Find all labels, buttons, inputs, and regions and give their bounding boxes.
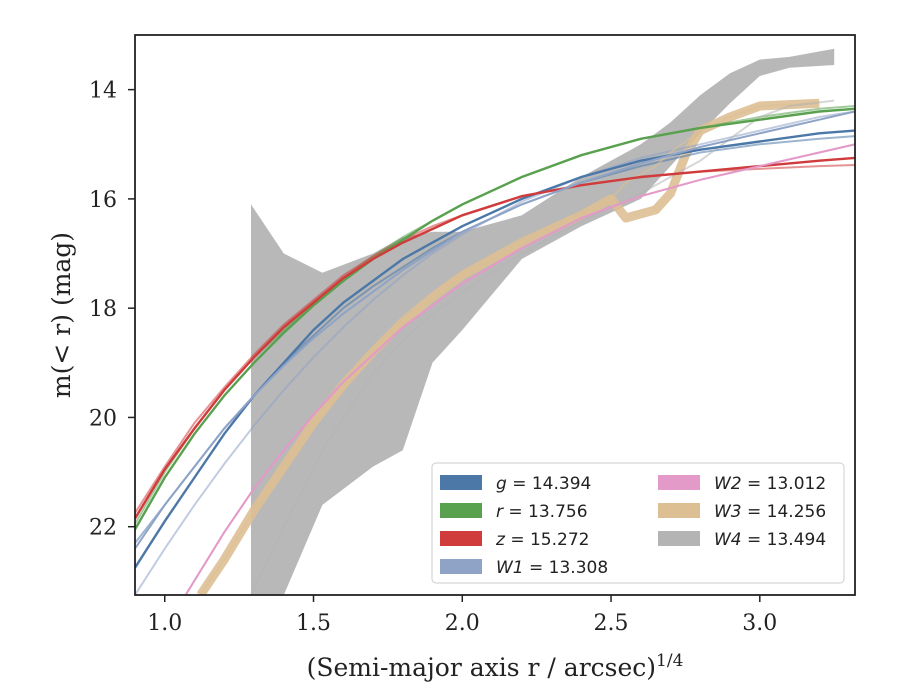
series-line-w2 [184,143,855,595]
legend-swatch-r [440,503,482,518]
legend-frame [431,462,845,584]
ticks-layer: 1.0 1.5 2.0 2.5 3.0 14 16 18 20 22 [89,79,777,636]
x-tick-label: 2.0 [445,611,480,636]
legend-label-z: z = 15.272 [495,530,589,550]
series-model-w4 [250,99,835,595]
x-tick-label: 2.5 [594,611,629,636]
series-line-z [135,156,855,520]
x-tick-label: 3.0 [742,611,777,636]
legend-label-r: r = 13.756 [496,502,588,522]
series-line-g [135,129,855,569]
x-axis-label-main: (Semi-major axis r / arcsec) [307,653,656,682]
y-tick-label: 18 [89,297,117,322]
series-model-w1 [135,110,855,595]
legend-label-w1: W1 = 13.308 [496,558,608,578]
legend-swatch-w2 [658,475,700,490]
x-axis-label-power: 1/4 [656,651,683,671]
legend: g = 14.394 r = 13.756 z = 15.272 W1 = 13.30… [431,462,845,584]
data-layer [135,48,855,595]
x-tick-label: 1.5 [296,611,331,636]
series-line-r [135,107,855,530]
series-band-w4 [251,48,835,595]
legend-swatch-w1 [440,559,482,574]
y-tick-label: 16 [89,188,117,213]
plot-frame [134,34,856,596]
series-line-w1 [135,110,855,550]
legend-label-w3: W3 = 14.256 [714,502,826,522]
legend-label-w2: W2 = 13.012 [714,474,826,494]
legend-swatch-z [440,531,482,546]
series-model-w3 [199,102,820,595]
x-axis-label: (Semi-major axis r / arcsec)1/4 [307,651,684,682]
y-tick-label: 22 [89,516,117,541]
y-tick-label: 20 [89,406,117,431]
legend-swatch-w3 [658,503,700,518]
legend-label-g: g = 14.394 [496,474,591,494]
legend-label-w4: W4 = 13.494 [714,530,826,550]
legend-swatch-g [440,475,482,490]
legend-swatch-w4 [658,531,700,546]
x-tick-label: 1.0 [147,611,182,636]
y-axis-label: m(< r) (mag) [47,232,76,398]
y-tick-label: 14 [89,79,117,104]
